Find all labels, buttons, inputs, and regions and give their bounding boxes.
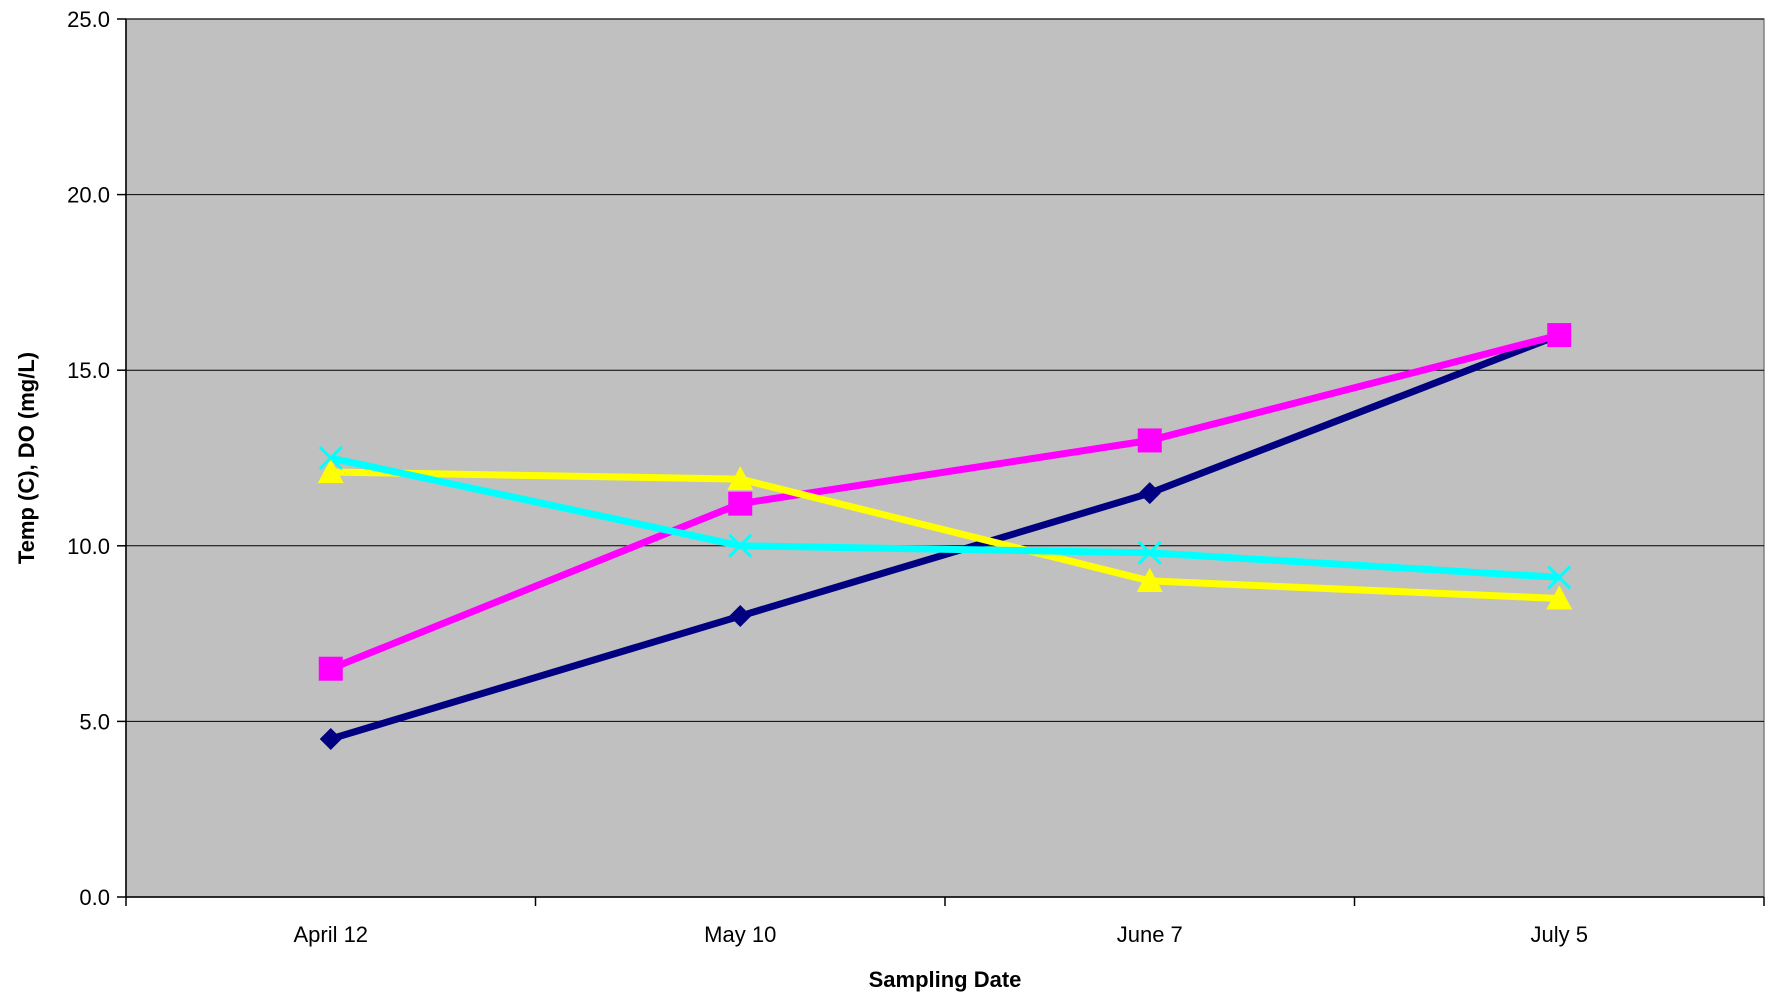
- series-1-point: [1138, 482, 1161, 505]
- series-3-point: [1546, 585, 1573, 610]
- y-tick-labels: 0.0 5.0 10.0 15.0 20.0 25.0: [67, 7, 110, 910]
- y-tick-label: 25.0: [67, 7, 110, 32]
- series-4-point: [1547, 565, 1572, 590]
- series-1-point: [729, 605, 752, 628]
- marker-stroke: [728, 533, 753, 558]
- y-tick-label: 20.0: [67, 183, 110, 208]
- series-2-point: [318, 656, 343, 681]
- series-layer: [317, 323, 1573, 750]
- plot-area: [125, 18, 1765, 898]
- x-tick-label: May 10: [704, 922, 776, 947]
- x-axis-title: Sampling Date: [869, 967, 1022, 992]
- series-line-1: [329, 331, 1561, 743]
- x-tick-labels: April 12 May 10 June 7 July 5: [293, 922, 1588, 947]
- y-tick-label: 10.0: [67, 534, 110, 559]
- series-line-2: [329, 331, 1561, 672]
- x-tick-label: June 7: [1117, 922, 1183, 947]
- y-axis-title: Temp (C), DO (mg/L): [14, 352, 39, 564]
- series-4-point: [318, 445, 343, 471]
- y-tick-label: 5.0: [79, 709, 110, 734]
- series-2-point: [1137, 428, 1162, 453]
- series-2-point: [1547, 323, 1572, 348]
- series-3-point: [317, 459, 344, 484]
- series-3-point: [727, 466, 754, 491]
- marker-stroke: [318, 445, 343, 471]
- series-4-point: [728, 533, 753, 558]
- series-2-point: [728, 491, 753, 516]
- series-1-point: [319, 727, 342, 750]
- axes: [117, 18, 1765, 906]
- x-tick-label: July 5: [1531, 922, 1588, 947]
- marker-stroke: [1547, 565, 1572, 590]
- series-line-3: [330, 468, 1560, 602]
- marker-stroke: [1137, 540, 1162, 565]
- x-tick-label: April 12: [293, 922, 368, 947]
- gridlines: [126, 18, 1764, 722]
- y-tick-label: 15.0: [67, 358, 110, 383]
- series-4-point: [1137, 540, 1162, 565]
- series-3-point: [1136, 567, 1163, 592]
- series-line-4: [330, 454, 1560, 581]
- y-tick-label: 0.0: [79, 885, 110, 910]
